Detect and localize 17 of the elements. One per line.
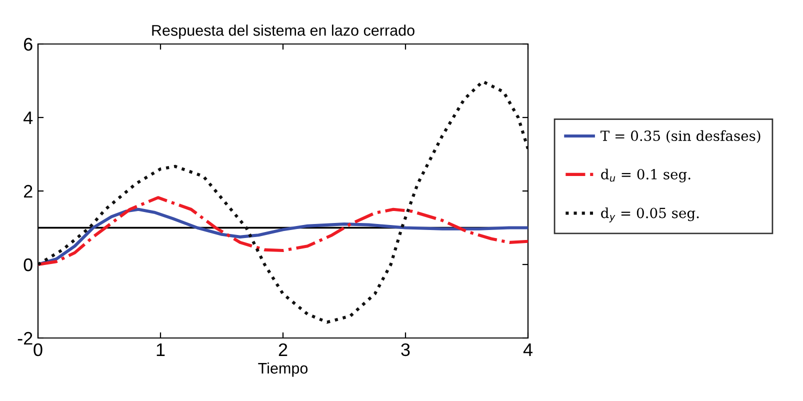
x-tick-label: 2 (278, 343, 288, 356)
x-tick-label: 1 (156, 344, 165, 356)
y-tick-label: -2 (18, 332, 32, 345)
y-tick-label: 6 (24, 38, 32, 51)
x-tick-label: 0 (34, 343, 42, 356)
y-tick-label: 4 (24, 112, 33, 124)
legend-label: d$_{y}$ = 0.05 seg. (601, 207, 699, 222)
legend-label: d$_{u}$ = 0.1 seg. (601, 168, 690, 182)
line-series (38, 80, 528, 324)
x-tick-label: 3 (401, 343, 410, 356)
chart-title: Respuesta del sistema en lazo cerrado (152, 24, 414, 39)
x-axis-title: Tiempo (258, 362, 308, 377)
line-series (38, 196, 528, 266)
legend-label: T = 0.35 (sin desfases) (600, 130, 760, 143)
y-tick-label: 2 (24, 184, 32, 198)
y-tick-label: 0 (24, 258, 32, 272)
x-tick-label: 4 (523, 344, 532, 356)
